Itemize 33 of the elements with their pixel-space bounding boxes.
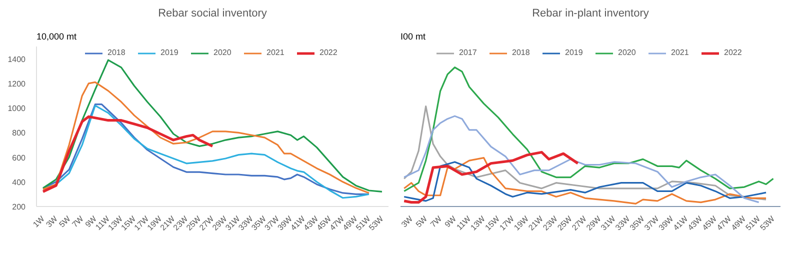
- legend-label: 2021: [671, 48, 690, 57]
- x-tick-label: 5W: [414, 214, 430, 230]
- legend-label: 2020: [214, 48, 232, 57]
- y-tick-label: 200: [12, 202, 26, 212]
- x-tick-label: 9W: [443, 214, 458, 230]
- x-tick-label: 7W: [70, 214, 86, 230]
- y-axis-title: 10,000 mt: [36, 32, 78, 42]
- y-tick-label: 1000: [8, 104, 26, 114]
- x-tick-label: 3W: [44, 214, 60, 230]
- legend-label: 2018: [512, 48, 531, 57]
- y-axis-title: I00 mt: [400, 32, 426, 42]
- x-tick-label: 3W: [400, 214, 415, 230]
- legend-label: 2022: [724, 48, 743, 57]
- x-tick-label: 5W: [57, 214, 73, 230]
- legend-label: 2019: [565, 48, 584, 57]
- legend-label: 2020: [618, 48, 637, 57]
- y-tick-label: 400: [12, 178, 26, 187]
- y-tick-label: 1200: [8, 79, 26, 88]
- line-series: [42, 59, 383, 193]
- y-tick-label: 800: [12, 128, 26, 138]
- legend-label: 2021: [266, 48, 286, 57]
- x-tick-label: 7W: [428, 214, 444, 230]
- line-series: [42, 115, 214, 194]
- legend-label: 2017: [459, 48, 478, 57]
- chart-title: Rebar in-plant inventory: [532, 8, 650, 20]
- legend-label: 2018: [108, 48, 126, 57]
- legend-label: 2022: [320, 48, 338, 57]
- y-tick-label: 600: [12, 153, 26, 162]
- line-series: [42, 81, 370, 194]
- y-tick-label: 1400: [8, 54, 26, 64]
- chart-title: Rebar social inventory: [158, 8, 268, 20]
- legend-label: 2019: [160, 48, 180, 57]
- x-tick-label: 1W: [31, 214, 47, 230]
